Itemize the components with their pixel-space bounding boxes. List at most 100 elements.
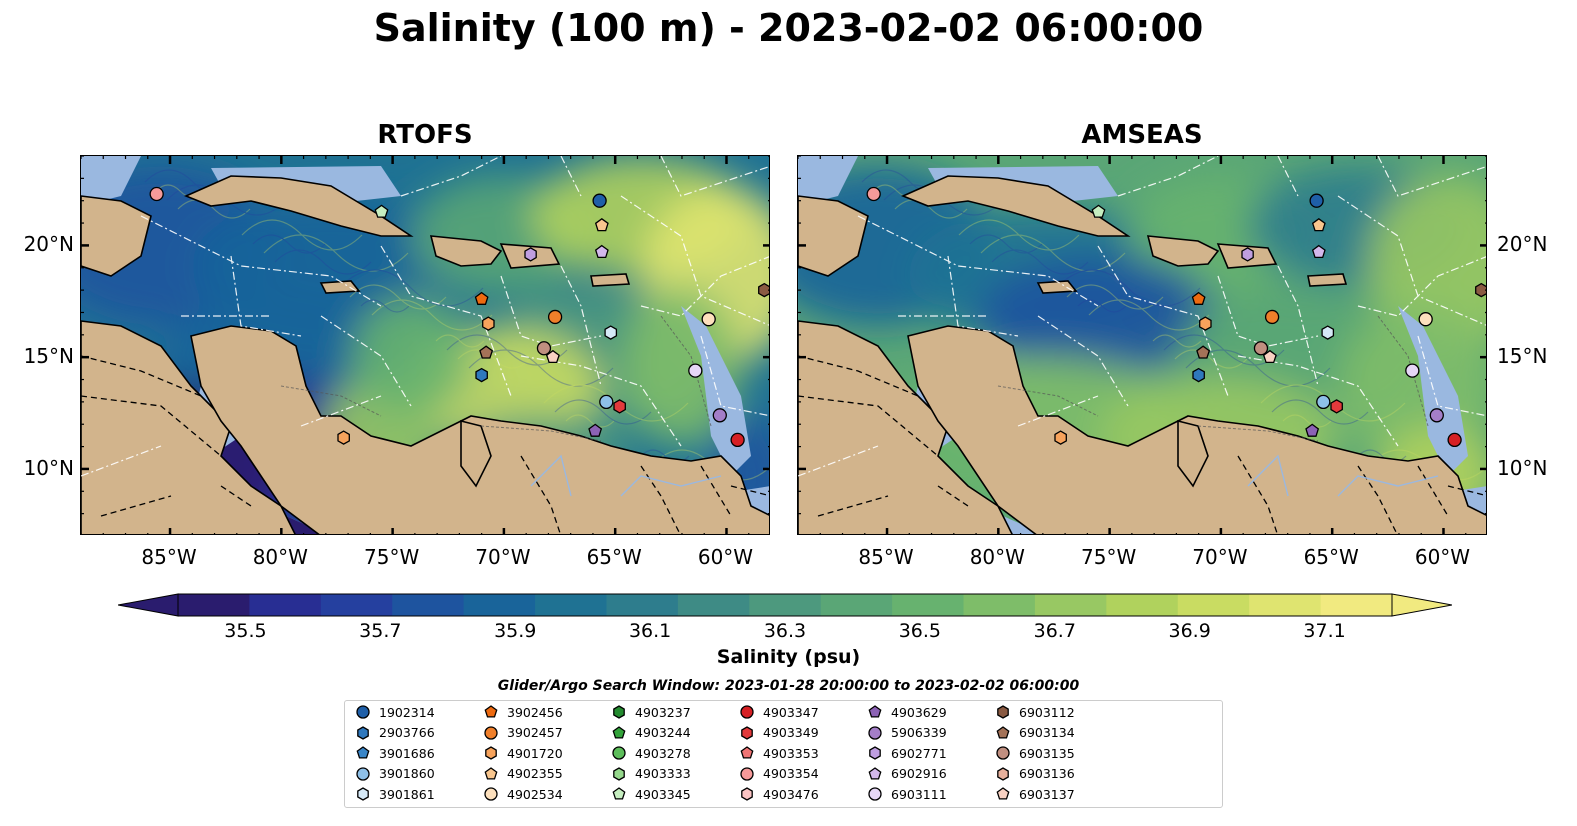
colorbar-segment [820, 594, 893, 616]
platform-4903345 [374, 204, 389, 218]
colorbar-tick-label: 36.1 [628, 620, 672, 642]
platform-5906339 [1429, 408, 1444, 423]
colorbar-segment [1320, 594, 1393, 616]
platform-6903112 [758, 282, 769, 298]
platform-1902314 [592, 193, 607, 208]
platform-3901860 [1316, 394, 1331, 410]
legend-marker-pentagon [740, 746, 754, 759]
colorbar-segment [535, 594, 607, 616]
lon-tick-label: 75°W [363, 545, 420, 569]
legend-marker-pentagon [356, 746, 370, 759]
legend-label: 4902355 [507, 766, 563, 781]
colorbar-segment [392, 594, 465, 616]
amseas-map-canvas [798, 156, 1486, 534]
platform-6903137 [545, 349, 560, 364]
platform-4903629 [1305, 423, 1320, 437]
map-rtofs[interactable] [80, 155, 770, 535]
platform-6903135 [536, 341, 552, 356]
map-amseas[interactable] [797, 155, 1487, 535]
legend-marker-pentagon [612, 725, 626, 739]
legend-marker-circle [868, 787, 882, 801]
platform-1902314 [1309, 193, 1324, 208]
legend-label: 6902771 [891, 745, 947, 761]
legend-label: 3901861 [379, 786, 435, 802]
lon-tick-label: 60°W [697, 545, 754, 569]
colorbar-tick-label: 35.7 [359, 620, 402, 642]
colorbar-tick-label: 35.9 [494, 620, 537, 642]
legend-label: 3901686 [379, 745, 435, 761]
platform-3901860 [599, 394, 614, 410]
legend-marker-circle [356, 766, 370, 781]
platform-6903134 [1196, 345, 1211, 359]
platform-6903137 [1262, 349, 1277, 364]
legend-item: 4903345 [611, 786, 691, 802]
legend-marker-circle [484, 787, 498, 801]
legend-marker-hexagon [869, 746, 881, 760]
colorbar-tick-label: 35.5 [224, 620, 267, 642]
legend-label: 4903353 [763, 745, 819, 761]
rtofs-map-canvas [81, 156, 769, 534]
search-window-text: Glider/Argo Search Window: 2023-01-28 20… [497, 678, 1080, 694]
platform-markers [149, 186, 769, 448]
legend-item: 4903237 [611, 704, 691, 720]
legend-item: 6903136 [995, 766, 1075, 782]
platform-6903135 [1253, 341, 1269, 356]
legend-label: 3902456 [507, 704, 563, 720]
platform-4901720 [1054, 430, 1067, 445]
legend-label: 1902314 [379, 704, 435, 720]
legend-label: 6903135 [1019, 745, 1075, 761]
eez-boundaries [81, 156, 769, 477]
platform-4902534 [701, 312, 716, 327]
platform-6903112 [1475, 282, 1486, 298]
platform-6902771 [524, 247, 537, 262]
colorbar-segment [606, 594, 679, 616]
platform-6903111 [688, 363, 703, 378]
legend-marker-circle [740, 705, 754, 719]
legend-label: 4903354 [763, 766, 819, 781]
colorbar-segment [320, 594, 393, 616]
platform-4902355 [1311, 217, 1326, 232]
colorbar-segment [677, 594, 750, 616]
legend-item: 4903278 [611, 745, 691, 761]
lon-tick-label: 60°W [1414, 545, 1471, 569]
legend-item: 6902916 [867, 766, 947, 782]
legend-item: 4902534 [483, 786, 563, 802]
colorbar-segment [892, 594, 965, 616]
colorbar-segment [463, 594, 536, 616]
legend-marker-pentagon [996, 787, 1010, 800]
legend-item: 6903137 [995, 786, 1075, 802]
platform-6902916 [1311, 244, 1326, 259]
legend-label: 5906339 [891, 725, 947, 740]
legend-marker-hexagon [997, 766, 1009, 781]
platform-4903349 [1330, 399, 1343, 414]
platform-4903354 [149, 186, 164, 202]
lon-tick-label: 85°W [141, 545, 197, 569]
platform-2903766 [475, 367, 488, 383]
colorbar-segment [249, 594, 322, 616]
colorbar-bar [117, 593, 1453, 617]
legend-item: 4903476 [739, 786, 819, 802]
platform-4902534 [1418, 312, 1433, 327]
colorbar-tick-label: 36.5 [898, 620, 942, 642]
legend-item: 3901860 [355, 766, 435, 782]
legend-item: 4903244 [611, 725, 691, 741]
colorbar-segment [749, 594, 822, 616]
lat-tick-label-right: 10°N [1497, 455, 1548, 480]
colorbar-tick-label: 37.1 [1303, 620, 1346, 642]
legend-item: 4901720 [483, 745, 563, 761]
platform-3901861 [1321, 325, 1335, 340]
platform-4901720 [482, 316, 495, 331]
platform-3901861 [604, 325, 618, 340]
platform-4901720 [337, 430, 350, 445]
legend-label: 4903345 [635, 786, 691, 802]
platform-3902456 [1191, 291, 1206, 305]
platform-markers [866, 186, 1486, 448]
legend-marker-pentagon [996, 725, 1010, 739]
legend-marker-pentagon [868, 766, 882, 780]
main-title: Salinity (100 m) - 2023-02-02 06:00:00 [373, 6, 1204, 50]
legend-marker-hexagon [741, 787, 753, 801]
legend-item: 4903353 [739, 745, 819, 761]
legend-label: 4903629 [891, 704, 947, 720]
colorbar-segment [1034, 594, 1107, 616]
legend-item: 6903112 [995, 704, 1075, 720]
